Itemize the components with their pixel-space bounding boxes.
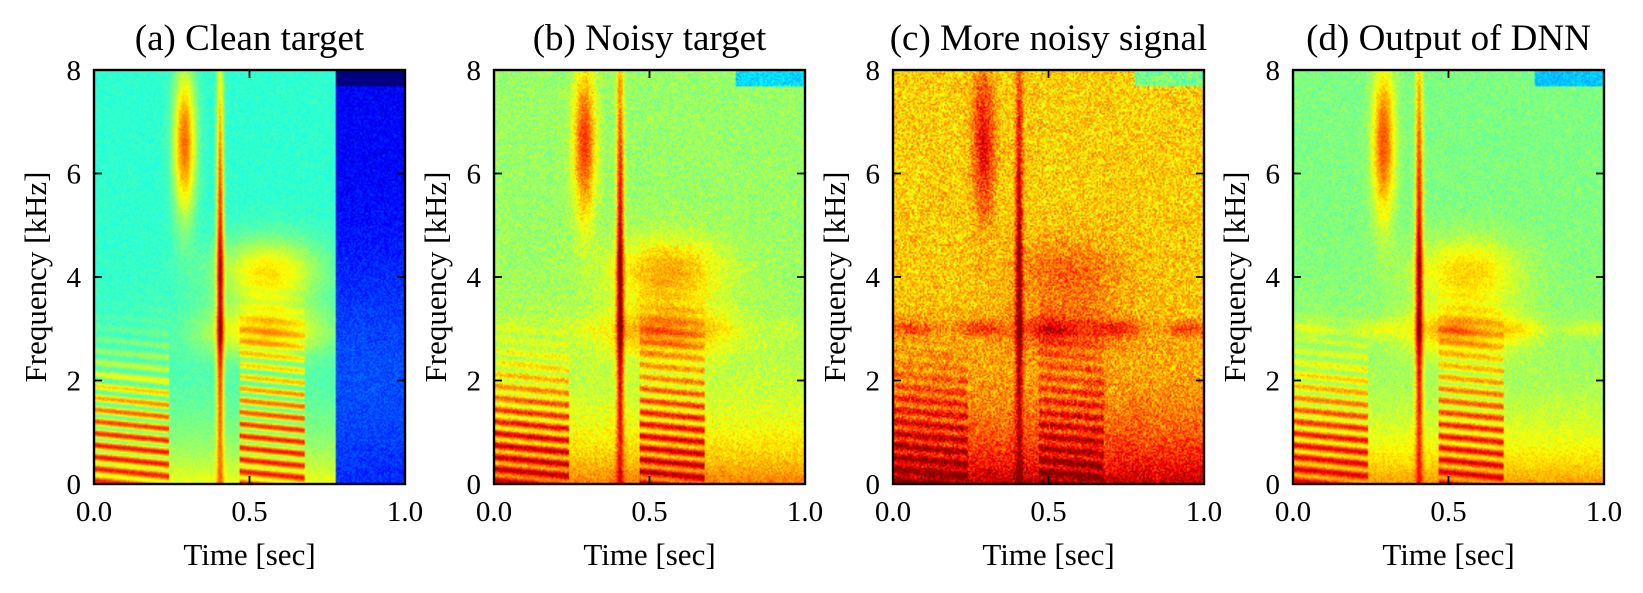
y-axis-label-3: Frequency [kHz] xyxy=(817,172,852,383)
y-tick-label-4-2: 2 xyxy=(1266,366,1281,398)
y-tick-label-3-2: 2 xyxy=(866,366,881,398)
y-tick-label-1-5: 8 xyxy=(67,55,82,87)
x-tick-label-3-3: 1.0 xyxy=(1186,496,1222,528)
y-tick-label-1-2: 2 xyxy=(67,366,82,398)
y-tick-label-3-4: 6 xyxy=(866,159,881,191)
y-tick-label-1-1: 0 xyxy=(67,469,82,501)
y-tick-label-2-2: 2 xyxy=(467,366,482,398)
heatmap-image-4 xyxy=(1293,70,1604,484)
y-tick-label-2-4: 6 xyxy=(467,159,482,191)
y-tick-label-1-3: 4 xyxy=(67,262,82,294)
y-tick-label-2-3: 4 xyxy=(467,262,482,294)
y-axis-label-1: Frequency [kHz] xyxy=(18,172,53,383)
x-tick-label-3-1: 0.0 xyxy=(875,496,911,528)
x-axis-label-3: Time [sec] xyxy=(982,537,1114,572)
panel-title-1: (a) Clean target xyxy=(135,18,365,59)
x-axis-label-2: Time [sec] xyxy=(583,537,715,572)
x-tick-label-1-2: 0.5 xyxy=(231,496,267,528)
x-tick-label-4-1: 0.0 xyxy=(1275,496,1311,528)
x-tick-label-2-3: 1.0 xyxy=(787,496,823,528)
x-axis-label-1: Time [sec] xyxy=(183,537,315,572)
x-axis-label-4: Time [sec] xyxy=(1382,537,1514,572)
y-tick-label-4-1: 0 xyxy=(1266,469,1281,501)
spectrogram-panel-4: (d) Output of DNN 0 2 4 6 8 0.0 0.5 1.0 Time [sec… xyxy=(1217,18,1622,572)
panel-title-3: (c) More noisy signal xyxy=(890,18,1208,59)
heatmap-image-3 xyxy=(893,70,1204,484)
panel-title-2: (b) Noisy target xyxy=(533,18,767,59)
heatmap-image-2 xyxy=(494,70,805,484)
y-tick-label-3-1: 0 xyxy=(866,469,881,501)
x-tick-label-2-2: 0.5 xyxy=(631,496,667,528)
spectrogram-panel-1: (a) Clean target 0 2 4 6 8 0.0 0.5 1.0 Time [sec]… xyxy=(18,18,423,572)
y-tick-label-3-3: 4 xyxy=(866,262,881,294)
x-tick-label-3-2: 0.5 xyxy=(1030,496,1066,528)
y-tick-label-4-3: 4 xyxy=(1266,262,1281,294)
y-axis-label-4: Frequency [kHz] xyxy=(1217,172,1252,383)
spectrogram-panel-3: (c) More noisy signal 0 2 4 6 8 0.0 0.5 1.0 Time … xyxy=(817,18,1222,572)
panel-title-4: (d) Output of DNN xyxy=(1306,18,1591,59)
x-tick-label-4-3: 1.0 xyxy=(1586,496,1622,528)
heatmap-image-1 xyxy=(94,70,405,484)
y-axis-label-2: Frequency [kHz] xyxy=(418,172,453,383)
x-tick-label-1-3: 1.0 xyxy=(387,496,423,528)
y-tick-label-1-4: 6 xyxy=(67,159,82,191)
spectrogram-panel-2: (b) Noisy target 0 2 4 6 8 0.0 0.5 1.0 Time [sec]… xyxy=(418,18,823,572)
x-tick-label-2-1: 0.0 xyxy=(476,496,512,528)
x-tick-label-4-2: 0.5 xyxy=(1430,496,1466,528)
y-tick-label-4-4: 6 xyxy=(1266,159,1281,191)
x-tick-label-1-1: 0.0 xyxy=(76,496,112,528)
y-tick-label-4-5: 8 xyxy=(1266,55,1281,87)
y-tick-label-2-5: 8 xyxy=(467,55,482,87)
y-tick-label-2-1: 0 xyxy=(467,469,482,501)
y-tick-label-3-5: 8 xyxy=(866,55,881,87)
